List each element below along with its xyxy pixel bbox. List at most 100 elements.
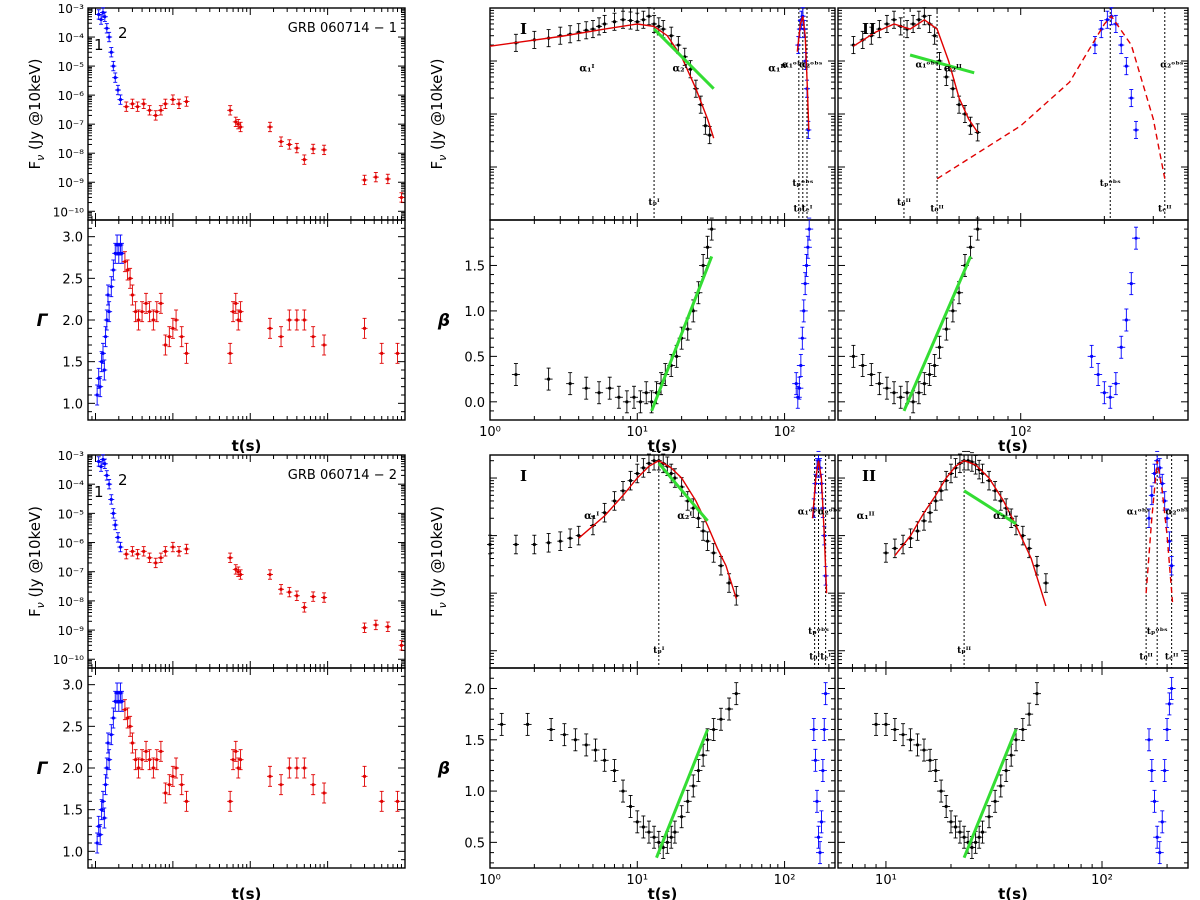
series-red bbox=[121, 251, 401, 364]
data-point bbox=[129, 732, 136, 754]
marker bbox=[665, 840, 669, 844]
marker bbox=[934, 768, 938, 773]
data-point bbox=[985, 805, 994, 829]
x-axis-label: t(s) bbox=[232, 437, 262, 455]
data-point bbox=[1042, 573, 1049, 593]
marker bbox=[1119, 43, 1123, 47]
y-tick-label: 10⁻⁸ bbox=[58, 595, 85, 609]
x-axis-label: t(s) bbox=[232, 885, 262, 900]
marker bbox=[676, 43, 680, 47]
y-tick-label: 10⁻¹⁰ bbox=[53, 205, 84, 219]
marker bbox=[1152, 471, 1157, 476]
data-point bbox=[882, 543, 889, 563]
marker bbox=[802, 309, 806, 313]
marker bbox=[933, 363, 937, 368]
marker bbox=[180, 335, 184, 339]
data-point bbox=[805, 217, 814, 241]
marker bbox=[154, 113, 158, 118]
marker bbox=[144, 301, 148, 305]
data-point bbox=[267, 765, 274, 787]
marker bbox=[525, 722, 530, 727]
data-point bbox=[979, 463, 986, 484]
data-point bbox=[567, 528, 574, 548]
data-point bbox=[927, 502, 934, 523]
data-point bbox=[583, 21, 590, 40]
data-point bbox=[605, 376, 614, 400]
data-point bbox=[106, 479, 113, 490]
tp-obs-label: tₚᵒᵇˢ bbox=[1100, 179, 1121, 189]
marker bbox=[821, 768, 825, 773]
data-point bbox=[952, 458, 959, 478]
data-point bbox=[1163, 718, 1172, 741]
data-point bbox=[114, 84, 121, 96]
data-point bbox=[1002, 759, 1011, 783]
data-point bbox=[497, 712, 506, 736]
data-point bbox=[611, 491, 618, 511]
data-point bbox=[143, 740, 150, 762]
marker bbox=[279, 335, 283, 339]
y-tick-label: 10⁻⁸ bbox=[58, 147, 85, 161]
marker bbox=[128, 276, 132, 280]
data-point bbox=[1147, 759, 1156, 783]
marker bbox=[691, 784, 695, 788]
data-point bbox=[398, 192, 405, 203]
tp-label: tₚᴵ bbox=[653, 646, 665, 656]
series-data-black- bbox=[850, 7, 981, 142]
alpha2-obs-label: α₂ᵒᵇˢ bbox=[818, 508, 842, 518]
data-point bbox=[1106, 385, 1115, 409]
data-point bbox=[106, 749, 113, 771]
data-point bbox=[101, 11, 108, 22]
marker bbox=[944, 804, 948, 809]
grb-title: GRB 060714 − 1 bbox=[288, 21, 397, 36]
marker bbox=[171, 545, 175, 549]
lightcurve-panel bbox=[87, 7, 406, 221]
data-point bbox=[821, 682, 830, 706]
marker bbox=[573, 738, 577, 742]
series-data-black- bbox=[882, 450, 1049, 593]
marker bbox=[1119, 345, 1123, 349]
marker bbox=[295, 146, 299, 150]
marker bbox=[174, 318, 178, 322]
marker bbox=[1114, 382, 1118, 386]
marker bbox=[641, 825, 645, 829]
y-tick-label: 3.0 bbox=[62, 679, 83, 694]
marker bbox=[673, 830, 677, 834]
marker bbox=[1035, 692, 1039, 696]
marker bbox=[268, 572, 272, 577]
marker bbox=[118, 691, 123, 695]
data-point bbox=[582, 376, 591, 400]
data-point bbox=[1150, 789, 1159, 813]
lightcurve-panel bbox=[87, 454, 406, 669]
grb-title: GRB 060714 − 2 bbox=[288, 468, 397, 483]
marker bbox=[322, 148, 326, 152]
marker bbox=[236, 766, 240, 770]
data-point bbox=[135, 309, 142, 331]
y-tick-label: 10⁻⁹ bbox=[58, 176, 85, 190]
marker bbox=[818, 851, 822, 855]
marker bbox=[797, 386, 801, 390]
marker bbox=[568, 536, 572, 540]
marker bbox=[884, 722, 888, 727]
marker bbox=[1167, 539, 1171, 543]
data-point bbox=[1087, 344, 1096, 368]
data-point bbox=[101, 359, 108, 381]
tp-obs-label: tₚᵒᵇˢ bbox=[808, 627, 829, 637]
marker bbox=[103, 15, 107, 19]
series-blue bbox=[1145, 677, 1176, 865]
marker bbox=[302, 605, 306, 609]
data-point bbox=[820, 718, 829, 741]
data-point bbox=[975, 825, 984, 849]
marker bbox=[107, 758, 111, 762]
data-point bbox=[978, 820, 987, 844]
marker bbox=[612, 768, 617, 773]
marker bbox=[514, 372, 518, 377]
marker bbox=[635, 820, 639, 824]
data-point bbox=[267, 317, 274, 339]
marker bbox=[147, 310, 152, 314]
marker bbox=[163, 343, 167, 347]
data-point bbox=[883, 14, 890, 33]
marker bbox=[177, 549, 181, 553]
marker bbox=[136, 318, 141, 322]
y-axis-label: Fν (Jy @10keV) bbox=[26, 506, 47, 617]
marker bbox=[147, 758, 152, 762]
